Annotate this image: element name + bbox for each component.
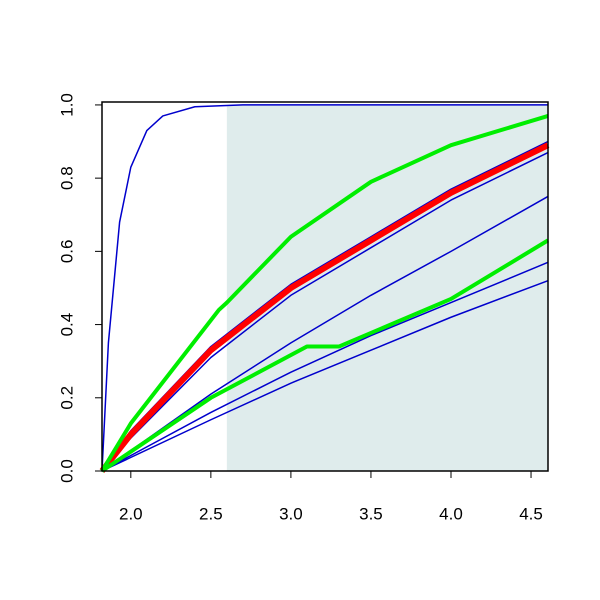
x-tick-label: 2.5 bbox=[199, 504, 223, 523]
shaded-region bbox=[226, 104, 548, 471]
x-tick-label: 3.0 bbox=[279, 504, 303, 523]
y-tick-label: 0.8 bbox=[57, 166, 76, 190]
y-tick-label: 0.0 bbox=[57, 459, 76, 483]
x-tick-label: 3.5 bbox=[359, 504, 383, 523]
y-tick-label: 0.4 bbox=[57, 313, 76, 337]
x-tick-label: 2.0 bbox=[119, 504, 143, 523]
line-series bbox=[101, 104, 548, 472]
line-series bbox=[100, 113, 549, 473]
line-series bbox=[101, 261, 549, 472]
x-tick-label: 4.5 bbox=[519, 504, 543, 523]
line-series bbox=[100, 238, 550, 473]
x-tick-label: 4.0 bbox=[439, 504, 463, 523]
y-tick-label: 0.2 bbox=[57, 386, 76, 410]
plot-frame bbox=[101, 101, 549, 472]
y-tick-label: 0.6 bbox=[57, 240, 76, 264]
y-tick-label: 1.0 bbox=[57, 93, 76, 117]
line-series bbox=[99, 142, 550, 473]
line-series bbox=[101, 195, 549, 472]
line-series bbox=[101, 279, 549, 472]
